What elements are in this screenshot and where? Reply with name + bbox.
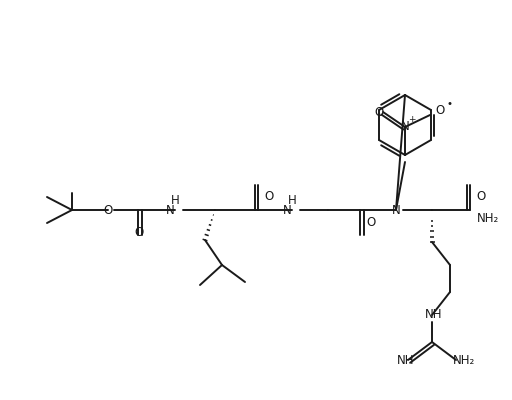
Text: N: N [283,204,291,216]
Text: N: N [165,204,175,216]
Text: O: O [374,106,383,118]
Text: +: + [408,114,416,124]
Text: O: O [264,190,273,204]
Text: N: N [400,120,410,134]
Text: O: O [134,226,144,240]
Text: O: O [435,104,444,118]
Text: •: • [446,99,452,109]
Text: NH: NH [397,354,415,368]
Text: NH₂: NH₂ [453,354,475,368]
Text: NH₂: NH₂ [477,212,499,224]
Text: NH: NH [425,308,443,320]
Text: O: O [367,216,376,230]
Text: H: H [170,194,179,206]
Text: O: O [103,204,113,216]
Text: N: N [392,204,400,216]
Text: H: H [288,194,296,206]
Text: O: O [476,190,485,204]
